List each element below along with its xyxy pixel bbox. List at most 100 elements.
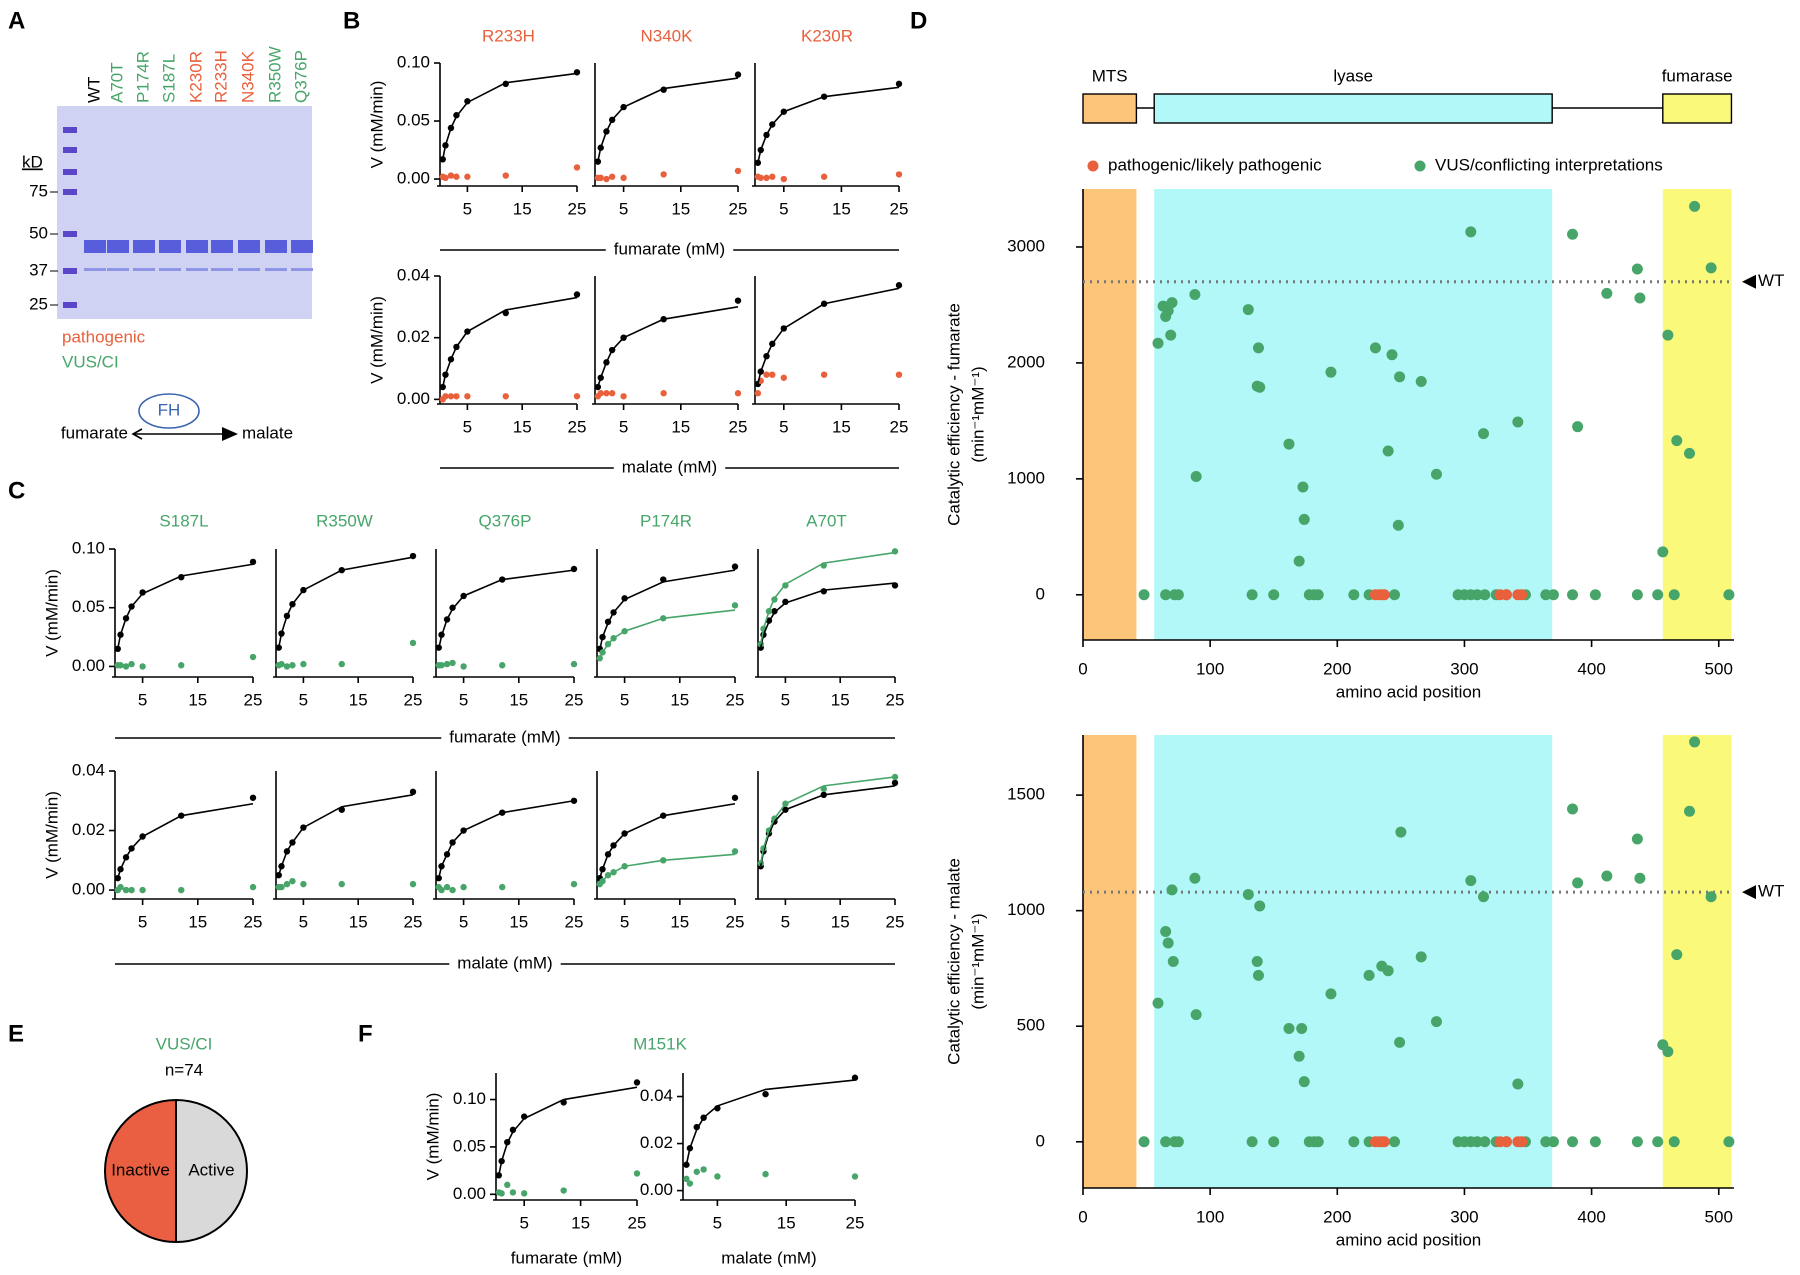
x-tick-label: 500 xyxy=(1705,659,1733,678)
data-point xyxy=(1723,1136,1735,1148)
data-point xyxy=(754,390,762,397)
lane-label: N340K xyxy=(238,50,257,103)
gel-band xyxy=(186,268,208,271)
lane-label: K230R xyxy=(186,51,205,103)
data-point xyxy=(1657,546,1669,558)
data-point xyxy=(1671,435,1683,447)
y-tick-label: 1000 xyxy=(1007,468,1045,487)
x-tick-label: 5 xyxy=(138,912,147,931)
fit-line xyxy=(277,794,414,876)
data-point xyxy=(1471,589,1483,601)
data-point xyxy=(1631,589,1643,601)
data-point xyxy=(178,886,185,894)
y-tick-label: 0 xyxy=(1036,1131,1045,1150)
x-axis-title: fumarate (mM) xyxy=(511,1248,622,1267)
data-point xyxy=(442,393,449,400)
fit-line xyxy=(597,77,739,162)
ladder-band xyxy=(63,268,77,274)
data-point xyxy=(1512,1078,1524,1090)
data-point xyxy=(338,880,345,888)
data-point xyxy=(1589,589,1601,601)
data-point xyxy=(633,1079,641,1086)
gel-band xyxy=(107,268,129,271)
x-tick-label: 100 xyxy=(1196,1207,1224,1226)
data-point xyxy=(731,848,739,855)
data-point xyxy=(502,172,509,179)
data-point xyxy=(1251,956,1263,967)
data-point xyxy=(621,595,628,602)
y-axis-title: V (mM/min) xyxy=(367,296,386,384)
data-point xyxy=(633,1170,641,1177)
data-point xyxy=(1160,1136,1172,1148)
data-point xyxy=(1392,519,1404,531)
data-point xyxy=(1382,445,1394,457)
x-tick-label: 25 xyxy=(729,199,748,218)
data-point xyxy=(283,880,291,888)
data-point xyxy=(447,393,455,400)
data-point xyxy=(620,174,627,182)
data-point xyxy=(1567,589,1579,601)
data-point xyxy=(409,788,417,796)
y-tick-label: 0.10 xyxy=(72,538,105,557)
domain-band xyxy=(1662,189,1732,640)
x-axis-title: malate (mM) xyxy=(622,457,717,476)
data-point xyxy=(438,886,445,894)
data-point xyxy=(693,1168,700,1175)
data-point xyxy=(1172,1136,1184,1148)
y-axis-title: V (mM/min) xyxy=(423,1093,442,1181)
gel-band xyxy=(159,240,181,253)
y-tick-label: 0.05 xyxy=(397,111,430,130)
product-label: malate xyxy=(242,423,293,442)
data-point xyxy=(438,662,445,669)
data-point xyxy=(1415,375,1427,387)
legend-marker xyxy=(1414,160,1426,172)
data-point xyxy=(460,883,467,891)
data-point xyxy=(1325,988,1337,1000)
y-tick-label: 0.02 xyxy=(72,820,105,839)
gel-band xyxy=(238,268,260,271)
data-point xyxy=(820,371,828,378)
data-point xyxy=(249,558,257,566)
x-tick-label: 5 xyxy=(299,690,308,709)
data-point xyxy=(1652,589,1664,601)
x-tick-label: 5 xyxy=(459,690,468,709)
data-point xyxy=(1283,1023,1295,1035)
fit-line xyxy=(599,853,736,885)
data-point xyxy=(573,164,581,171)
data-point xyxy=(700,1166,707,1173)
data-point xyxy=(1540,1136,1552,1148)
fit-line xyxy=(116,563,254,649)
ladder-band xyxy=(63,302,77,308)
data-point xyxy=(820,173,828,180)
data-point xyxy=(762,1170,769,1178)
data-point xyxy=(895,171,903,178)
data-point xyxy=(1634,292,1646,304)
data-point xyxy=(757,174,764,182)
data-point xyxy=(762,1090,769,1098)
y-axis-title: (min⁻¹mM⁻¹) xyxy=(968,913,987,1009)
data-point xyxy=(509,1189,517,1196)
chart-title: M151K xyxy=(633,1034,688,1053)
kd-label: kD xyxy=(22,152,43,171)
data-point xyxy=(1652,1136,1664,1148)
x-axis-title: amino acid position xyxy=(1336,682,1482,701)
lane-label: R233H xyxy=(211,50,230,103)
data-point xyxy=(1430,468,1442,480)
data-point xyxy=(1689,200,1701,212)
x-tick-label: 25 xyxy=(404,690,423,709)
data-point xyxy=(891,779,899,787)
chart-title: N340K xyxy=(641,26,694,45)
data-point xyxy=(1389,589,1401,601)
data-point xyxy=(409,639,417,647)
data-point xyxy=(780,374,787,381)
y-tick-label: 0.02 xyxy=(640,1133,673,1152)
data-point xyxy=(460,663,467,670)
x-tick-label: 15 xyxy=(831,912,850,931)
pie-slice xyxy=(104,1098,177,1244)
data-point xyxy=(283,663,291,670)
gel-band xyxy=(159,268,181,271)
data-point xyxy=(1500,1136,1512,1148)
data-point xyxy=(1378,589,1390,601)
x-tick-label: 25 xyxy=(568,417,587,436)
